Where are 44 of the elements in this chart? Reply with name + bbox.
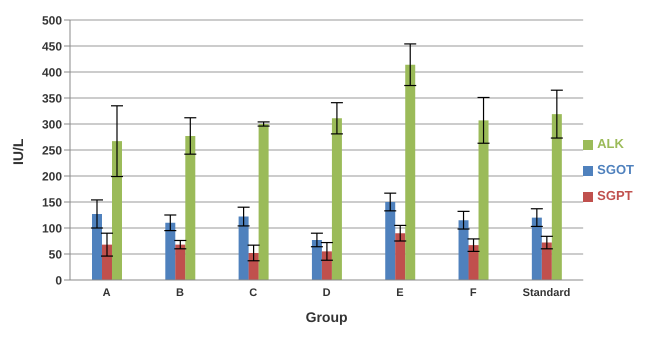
y-tick-label: 300 — [42, 117, 62, 132]
x-tick-label: A — [102, 286, 111, 299]
bar — [238, 216, 249, 280]
x-tick-label: C — [249, 286, 258, 299]
bar — [532, 218, 542, 280]
bar — [322, 251, 332, 280]
x-tick-label: F — [470, 286, 477, 299]
y-tick-label: 350 — [42, 91, 62, 106]
y-tick-label: 50 — [48, 247, 62, 262]
y-tick-label: 150 — [42, 195, 62, 210]
bar — [175, 244, 186, 280]
legend-label: SGPT — [597, 188, 633, 203]
bar — [468, 245, 479, 280]
bar — [542, 242, 552, 280]
bar — [102, 244, 112, 280]
x-axis-title: Group — [306, 309, 348, 325]
legend-label: SGOT — [597, 162, 634, 177]
bar — [185, 136, 196, 280]
y-axis-title: IU/L — [10, 138, 26, 165]
bar — [478, 120, 489, 280]
bar — [92, 214, 102, 280]
y-tick-label: 0 — [55, 273, 62, 288]
x-tick-label: E — [396, 286, 404, 299]
bar — [385, 202, 396, 280]
bar — [112, 141, 122, 280]
bar — [312, 240, 322, 280]
x-tick-label: Standard — [522, 286, 570, 299]
legend-label: ALK — [597, 136, 624, 151]
y-tick-label: 400 — [42, 65, 62, 80]
y-tick-label: 100 — [42, 221, 62, 236]
bar — [332, 118, 342, 280]
bar — [552, 114, 562, 280]
y-tick-label: 250 — [42, 143, 62, 158]
bar — [405, 64, 416, 280]
y-tick-label: 500 — [42, 13, 62, 28]
y-tick-label: 200 — [42, 169, 62, 184]
bar — [258, 124, 269, 280]
y-tick-label: 450 — [42, 39, 62, 54]
bar — [165, 222, 176, 280]
x-tick-label: B — [176, 286, 184, 299]
bar — [248, 252, 259, 280]
bar — [395, 233, 406, 280]
x-tick-label: D — [322, 286, 331, 299]
bar — [458, 220, 469, 280]
